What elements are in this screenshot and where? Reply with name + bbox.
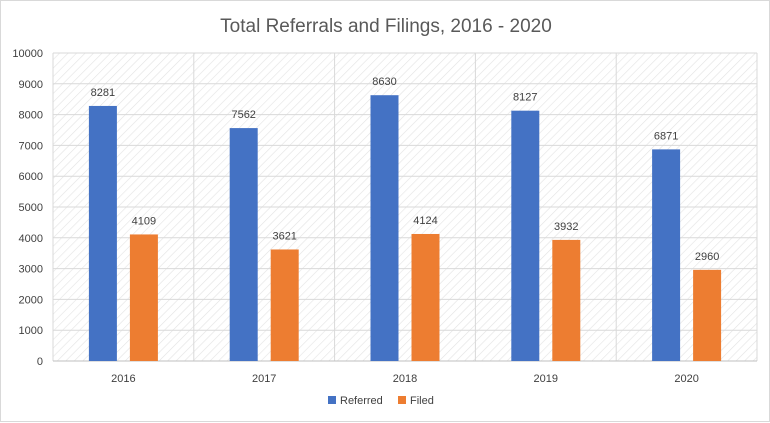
x-tick-label: 2016 — [111, 373, 135, 385]
y-tick-label: 2000 — [19, 294, 43, 306]
y-tick-label: 1000 — [19, 325, 43, 337]
y-tick-label: 0 — [37, 356, 43, 368]
bar-filed — [129, 234, 158, 361]
bar-referred — [88, 105, 117, 362]
x-tick-label: 2020 — [674, 373, 698, 385]
bars — [88, 95, 722, 362]
data-label-referred: 6871 — [654, 130, 678, 142]
data-label-referred: 8630 — [372, 76, 396, 88]
bar-filed — [693, 269, 722, 361]
bar-filed — [411, 233, 440, 361]
y-tick-label: 3000 — [19, 264, 43, 276]
data-label-referred: 8281 — [91, 87, 115, 99]
legend-label-filed: Filed — [410, 395, 434, 407]
bar-filed — [552, 239, 581, 361]
y-tick-label: 4000 — [19, 233, 43, 245]
y-tick-label: 10000 — [12, 48, 43, 60]
data-label-filed: 2960 — [695, 251, 719, 263]
x-tick-label: 2017 — [252, 373, 276, 385]
legend: Referred Filed — [328, 395, 434, 407]
bar-referred — [511, 110, 540, 361]
y-tick-label: 9000 — [19, 79, 43, 91]
bar-referred — [652, 149, 681, 361]
data-label-filed: 3932 — [554, 221, 578, 233]
data-label-filed: 4109 — [132, 215, 156, 227]
gridlines — [52, 52, 758, 362]
axes: 0 1000 2000 3000 4000 5000 6000 7000 8000 9000 100… — [12, 48, 757, 385]
data-label-filed: 3621 — [272, 230, 296, 242]
bar-referred — [370, 95, 399, 362]
x-tick-label: 2018 — [393, 373, 417, 385]
legend-swatch-referred — [328, 396, 336, 404]
y-tick-label: 7000 — [19, 140, 43, 152]
data-label-referred: 8127 — [513, 92, 537, 104]
legend-label-referred: Referred — [340, 395, 383, 407]
bar-referred — [229, 128, 258, 361]
data-label-referred: 7562 — [231, 109, 255, 121]
legend-swatch-filed — [398, 396, 406, 404]
bar-filed — [270, 249, 299, 361]
y-tick-label: 6000 — [19, 171, 43, 183]
data-labels: 8281 7562 8630 8127 6871 4109 3621 4124 3932 2960 — [91, 76, 720, 263]
chart-title: Total Referrals and Filings, 2016 - 2020 — [220, 16, 552, 37]
y-tick-label: 8000 — [19, 110, 43, 122]
data-label-filed: 4124 — [413, 215, 437, 227]
x-tick-label: 2019 — [534, 373, 558, 385]
y-tick-label: 5000 — [19, 202, 43, 214]
